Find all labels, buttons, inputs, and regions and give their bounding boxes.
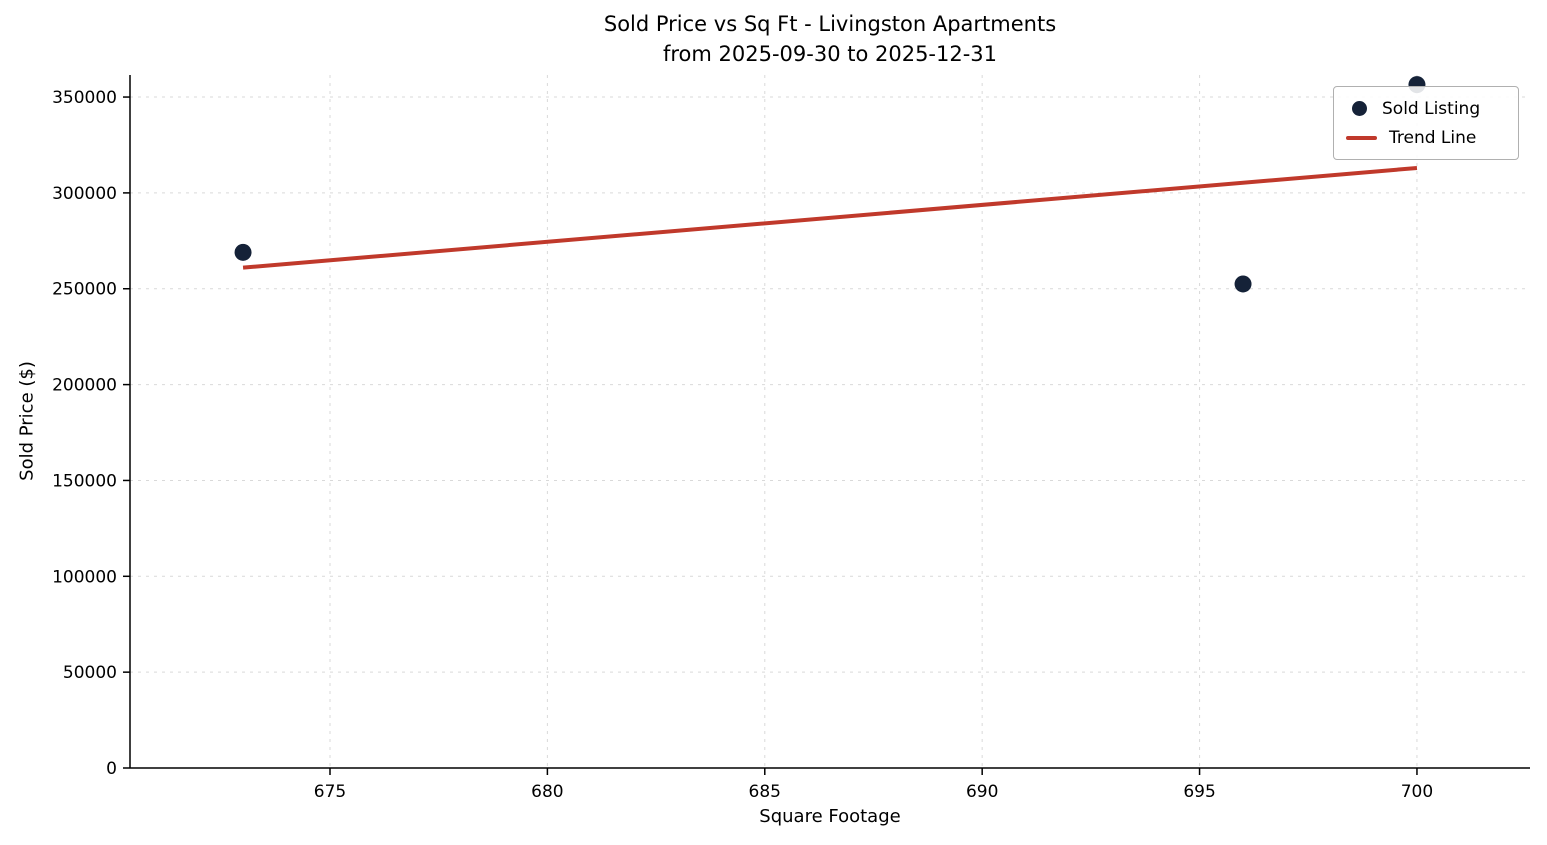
- chart-title: Sold Price vs Sq Ft - Livingston Apartme…: [603, 12, 1057, 36]
- x-tick-label: 685: [749, 782, 781, 802]
- y-tick-label: 50000: [63, 663, 117, 683]
- y-tick-label: 300000: [52, 184, 117, 204]
- y-tick-label: 0: [106, 759, 117, 779]
- legend-item-sold-listing: Sold Listing: [1346, 94, 1506, 123]
- chart-subtitle: from 2025-09-30 to 2025-12-31: [662, 42, 998, 66]
- y-tick-label: 100000: [52, 567, 117, 587]
- scatter-point: [1234, 275, 1252, 293]
- legend-label-trend-line: Trend Line: [1389, 127, 1477, 148]
- x-tick-label: 680: [531, 782, 563, 802]
- y-axis-label: Sold Price ($): [16, 361, 38, 481]
- x-tick-label: 700: [1401, 782, 1433, 802]
- x-axis-label: Square Footage: [759, 806, 901, 827]
- x-tick-label: 675: [314, 782, 346, 802]
- y-tick-label: 200000: [52, 376, 117, 396]
- x-tick-label: 690: [966, 782, 998, 802]
- y-tick-label: 150000: [52, 471, 117, 491]
- y-tick-label: 350000: [52, 88, 117, 108]
- sold-listing-dot-icon: [1352, 101, 1367, 116]
- trend-line-icon: [1346, 135, 1377, 140]
- legend-item-trend-line: Trend Line: [1346, 123, 1506, 152]
- legend-label-sold-listing: Sold Listing: [1382, 98, 1481, 119]
- legend: Sold Listing Trend Line: [1333, 86, 1519, 160]
- y-tick-label: 250000: [52, 280, 117, 300]
- scatter-point: [234, 243, 252, 261]
- x-tick-label: 695: [1183, 782, 1215, 802]
- trend-line: [242, 165, 1418, 270]
